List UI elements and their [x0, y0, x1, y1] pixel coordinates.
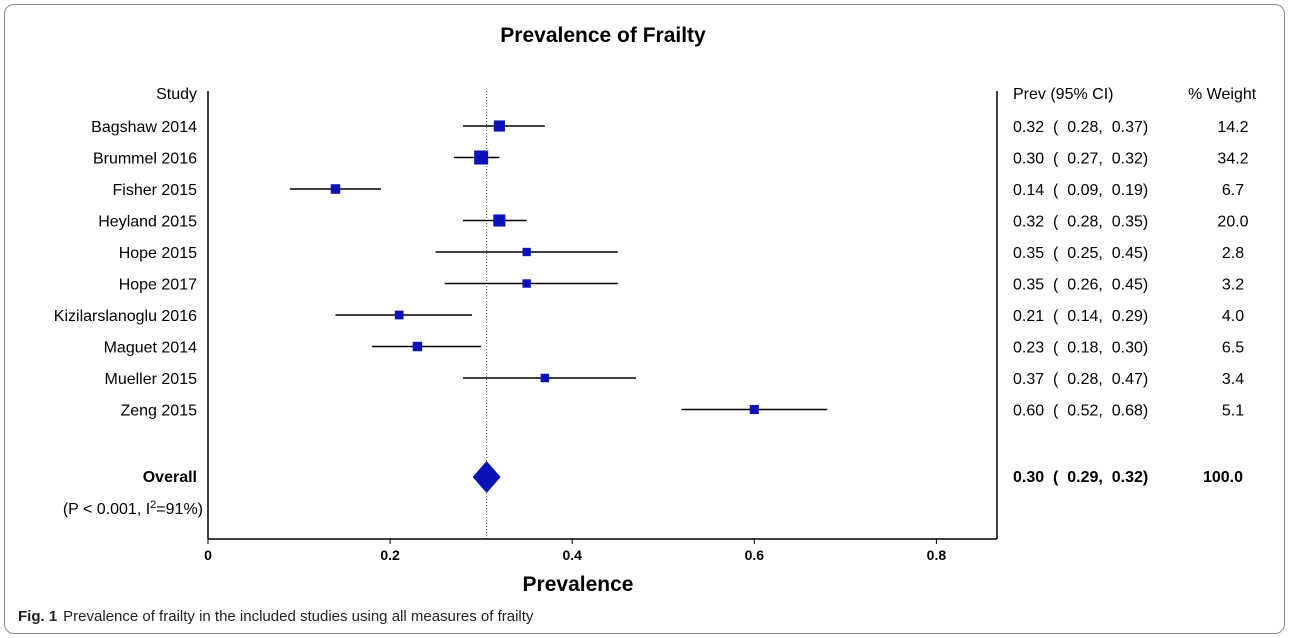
study-point-marker: [474, 150, 489, 165]
x-tick-label: 0.8: [927, 547, 947, 563]
x-axis-label: Prevalence: [523, 573, 634, 596]
study-point-marker: [493, 120, 505, 132]
study-weight: 6.7: [1222, 182, 1244, 199]
study-estimate: 0.35 ( 0.25, 0.45): [1013, 245, 1148, 262]
heterogeneity-suffix: =91%): [156, 501, 203, 518]
study-point-marker: [412, 341, 423, 352]
x-tick-label: 0.2: [380, 547, 400, 563]
study-name: Kizilarslanoglu 2016: [54, 308, 197, 325]
study-estimate: 0.21 ( 0.14, 0.29): [1013, 308, 1148, 325]
overall-label: Overall: [143, 469, 197, 486]
study-point-marker: [522, 279, 531, 288]
study-point-marker: [330, 184, 341, 194]
study-weight: 2.8: [1222, 245, 1244, 262]
weight-column-header: % Weight: [1188, 86, 1257, 103]
study-weight: 6.5: [1222, 340, 1244, 357]
caption-text: Prevalence of frailty in the included st…: [63, 608, 534, 625]
heterogeneity-label: (P < 0.001, I2=91%): [63, 499, 203, 518]
study-weight: 20.0: [1217, 214, 1248, 231]
caption-label: Fig. 1: [18, 608, 58, 625]
study-estimate: 0.14 ( 0.09, 0.19): [1013, 182, 1148, 199]
study-name: Hope 2017: [119, 277, 197, 294]
study-estimate: 0.32 ( 0.28, 0.35): [1013, 214, 1148, 231]
x-tick-label: 0: [204, 547, 212, 563]
study-name: Fisher 2015: [113, 182, 198, 199]
study-point-marker: [493, 214, 506, 227]
study-weight: 14.2: [1217, 119, 1248, 136]
study-name: Brummel 2016: [93, 151, 197, 168]
x-axis-ticks: 0 0.2 0.4 0.6 0.8: [204, 539, 946, 563]
study-column-header: Study: [156, 86, 197, 103]
study-weight: 34.2: [1217, 151, 1248, 168]
study-weight: 3.2: [1222, 277, 1244, 294]
overall-weight: 100.0: [1203, 469, 1243, 486]
heterogeneity-prefix: (P < 0.001, I: [63, 501, 150, 518]
overall-estimate: 0.30 ( 0.29, 0.32): [1013, 469, 1148, 486]
study-point-marker: [540, 373, 550, 383]
study-name: Mueller 2015: [105, 371, 198, 388]
figure-frame: [4, 4, 1285, 634]
figure-caption: Fig. 1 Prevalence of frailty in the inclu…: [18, 608, 533, 625]
plot-marks: [289, 91, 828, 539]
study-rows: Bagshaw 2014 0.32 ( 0.28, 0.37) 14.2 Brumme…: [54, 119, 1249, 486]
study-estimate: 0.37 ( 0.28, 0.47): [1013, 371, 1148, 388]
study-estimate: 0.60 ( 0.52, 0.68): [1013, 403, 1148, 420]
estimate-column-header: Prev (95% CI): [1013, 86, 1113, 103]
study-name: Bagshaw 2014: [91, 119, 197, 136]
study-point-marker: [522, 247, 531, 257]
study-name: Heyland 2015: [98, 214, 197, 231]
x-tick-label: 0.6: [745, 547, 765, 563]
study-name: Zeng 2015: [120, 403, 197, 420]
study-estimate: 0.30 ( 0.27, 0.32): [1013, 151, 1148, 168]
study-name: Hope 2015: [119, 245, 197, 262]
study-name: Maguet 2014: [104, 340, 198, 357]
study-estimate: 0.23 ( 0.18, 0.30): [1013, 340, 1148, 357]
study-point-marker: [394, 310, 404, 320]
x-tick-label: 0.4: [562, 547, 582, 563]
heterogeneity-superscript: 2: [150, 499, 156, 511]
study-estimate: 0.32 ( 0.28, 0.37): [1013, 119, 1148, 136]
study-weight: 4.0: [1222, 308, 1244, 325]
study-point-marker: [749, 404, 759, 415]
study-estimate: 0.35 ( 0.26, 0.45): [1013, 277, 1148, 294]
chart-title: Prevalence of Frailty: [500, 24, 706, 47]
overall-diamond-marker: [472, 461, 501, 493]
study-weight: 3.4: [1222, 371, 1244, 388]
study-weight: 5.1: [1222, 403, 1244, 420]
